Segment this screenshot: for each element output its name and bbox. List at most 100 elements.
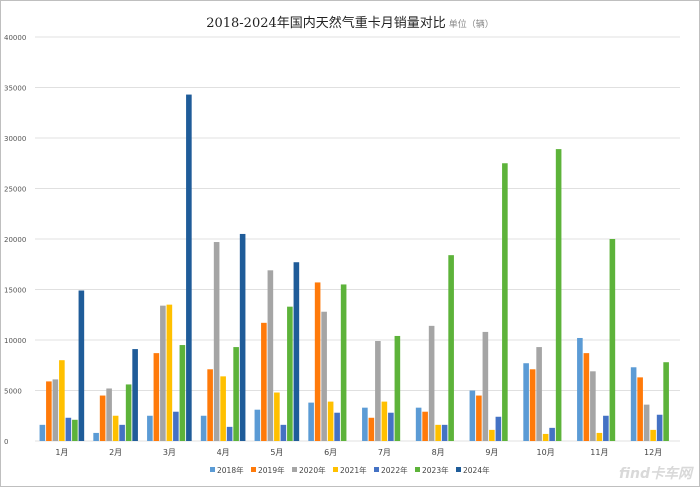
bar-2021年-5月: [274, 392, 280, 441]
bar-2023年-8月: [448, 255, 454, 441]
bar-2024年-1月: [78, 290, 85, 441]
bar-2019年-2月: [99, 395, 106, 441]
x-tick-label: 12月: [644, 448, 662, 457]
watermark-logo: find卡车网: [618, 466, 692, 482]
x-tick-label: 3月: [163, 448, 176, 457]
bar-2018年-3月: [147, 415, 153, 441]
x-tick-label: 10月: [537, 448, 555, 457]
y-tick-label: 40000: [4, 34, 26, 42]
bar-2021年-11月: [596, 432, 603, 441]
bar-2024年-3月: [186, 94, 192, 441]
bar-2020年-7月: [375, 341, 381, 441]
bar-2022年-10月: [549, 427, 555, 441]
bar-2023年-11月: [609, 239, 616, 441]
bar-2023年-1月: [72, 419, 78, 441]
y-tick-label: 5000: [4, 388, 22, 396]
x-tick-label: 11月: [590, 448, 608, 457]
legend-label: 2024年: [463, 465, 490, 475]
bar-2023年-10月: [555, 149, 562, 442]
legend-swatch: [374, 467, 379, 472]
bar-2020年-1月: [52, 379, 59, 441]
x-tick-label: 4月: [217, 448, 230, 457]
legend-label: 2022年: [381, 465, 408, 475]
bar-2021年-7月: [381, 401, 388, 441]
bar-2019年-7月: [368, 417, 375, 441]
bar-2020年-6月: [321, 311, 327, 441]
bar-2022年-7月: [388, 412, 394, 441]
bar-2018年-11月: [577, 337, 583, 441]
x-tick-label: 7月: [378, 448, 391, 457]
y-tick-label: 20000: [4, 236, 26, 244]
y-tick-label: 30000: [4, 135, 26, 143]
legend-swatch: [456, 467, 461, 472]
legend-label: 2019年: [258, 465, 285, 475]
bar-2022年-11月: [603, 415, 609, 441]
bar-2021年-4月: [220, 376, 226, 441]
legend-swatch: [333, 467, 338, 472]
bar-2019年-1月: [46, 381, 52, 441]
bar-2020年-12月: [643, 404, 650, 441]
bar-2020年-11月: [590, 371, 596, 441]
bar-2023年-3月: [179, 345, 186, 441]
bar-2022年-6月: [334, 412, 340, 441]
legend-swatch: [292, 467, 297, 472]
bar-2022年-8月: [441, 424, 448, 441]
bar-2021年-10月: [542, 433, 549, 441]
chart-title-row: 2018-2024年国内天然气重卡月销量对比 单位（辆）: [0, 12, 700, 31]
chart-title: 2018-2024年国内天然气重卡月销量对比: [206, 16, 446, 31]
bar-2020年-5月: [267, 270, 274, 441]
bar-2022年-1月: [65, 417, 72, 441]
bar-2023年-2月: [125, 384, 132, 441]
bar-2019年-9月: [476, 395, 482, 441]
bar-2024年-4月: [239, 233, 246, 441]
bar-2024年-5月: [293, 262, 300, 441]
unit-label: 单位（辆）: [448, 20, 494, 30]
bar-2019年-11月: [583, 353, 590, 441]
legend-label: 2018年: [217, 465, 244, 475]
bar-2019年-5月: [261, 322, 267, 441]
legend-swatch: [210, 467, 215, 472]
bar-2022年-12月: [656, 414, 663, 441]
bar-2018年-12月: [630, 367, 637, 441]
bar-2023年-4月: [233, 347, 239, 441]
bar-2019年-10月: [529, 369, 536, 441]
bar-2019年-3月: [153, 353, 160, 441]
bar-2019年-12月: [637, 377, 643, 441]
bar-2021年-6月: [327, 401, 334, 441]
bar-2019年-6月: [314, 282, 321, 441]
bar-2024年-2月: [132, 349, 138, 441]
bar-2020年-3月: [160, 305, 166, 441]
bar-2018年-4月: [200, 415, 207, 441]
bar-2021年-12月: [650, 429, 656, 441]
legend-label: 2023年: [422, 465, 449, 475]
y-tick-label: 25000: [4, 186, 26, 194]
bar-2022年-3月: [173, 411, 179, 441]
x-tick-label: 2月: [109, 448, 122, 457]
bar-2021年-3月: [166, 304, 173, 441]
bar-2020年-10月: [536, 347, 542, 441]
x-tick-label: 9月: [485, 448, 498, 457]
legend-swatch: [251, 467, 256, 472]
bar-2023年-5月: [287, 306, 293, 441]
bar-2020年-9月: [482, 331, 489, 441]
bar-2018年-9月: [469, 390, 476, 441]
bar-2018年-8月: [415, 407, 422, 441]
bar-2022年-9月: [495, 416, 502, 441]
y-tick-label: 35000: [4, 85, 26, 93]
bar-2023年-12月: [663, 362, 669, 441]
legend-label: 2020年: [299, 465, 326, 475]
bar-2018年-1月: [39, 424, 46, 441]
legend-label: 2021年: [340, 465, 367, 475]
bar-2021年-1月: [59, 360, 65, 441]
y-tick-label: 10000: [4, 337, 26, 345]
legend-swatch: [415, 467, 420, 472]
bar-2019年-8月: [422, 411, 428, 441]
bar-2022年-5月: [280, 424, 287, 441]
bar-2018年-7月: [362, 407, 368, 441]
bar-2020年-2月: [106, 388, 112, 441]
bar-2022年-4月: [226, 426, 233, 441]
x-tick-label: 1月: [55, 448, 68, 457]
bar-2019年-4月: [207, 369, 213, 441]
bar-2023年-6月: [340, 284, 347, 441]
